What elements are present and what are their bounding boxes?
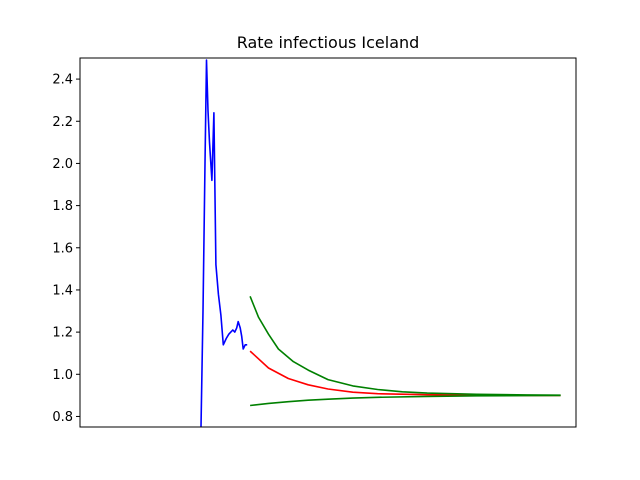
y-tick-label: 1.8 [52, 199, 73, 214]
series-line-1 [200, 59, 248, 427]
chart-title: Rate infectious Iceland [237, 33, 420, 52]
plot-frame [79, 57, 577, 428]
series-group [200, 59, 561, 427]
y-tick-label: 2.0 [52, 157, 73, 172]
series-line-4 [250, 394, 561, 407]
series-line-3 [249, 296, 561, 396]
y-axis: 0.8 1.0 1.2 1.4 1.6 1.8 2.0 2.2 2.4 [52, 73, 80, 425]
y-tick-label: 1.4 [52, 283, 73, 298]
y-tick-label: 1.6 [52, 241, 73, 256]
y-tick-label: 0.8 [52, 410, 73, 425]
y-tick-label: 2.2 [52, 115, 73, 130]
y-tick-label: 2.4 [52, 73, 73, 88]
y-tick-label: 1.2 [52, 326, 73, 341]
y-tick-label: 1.0 [52, 368, 73, 383]
